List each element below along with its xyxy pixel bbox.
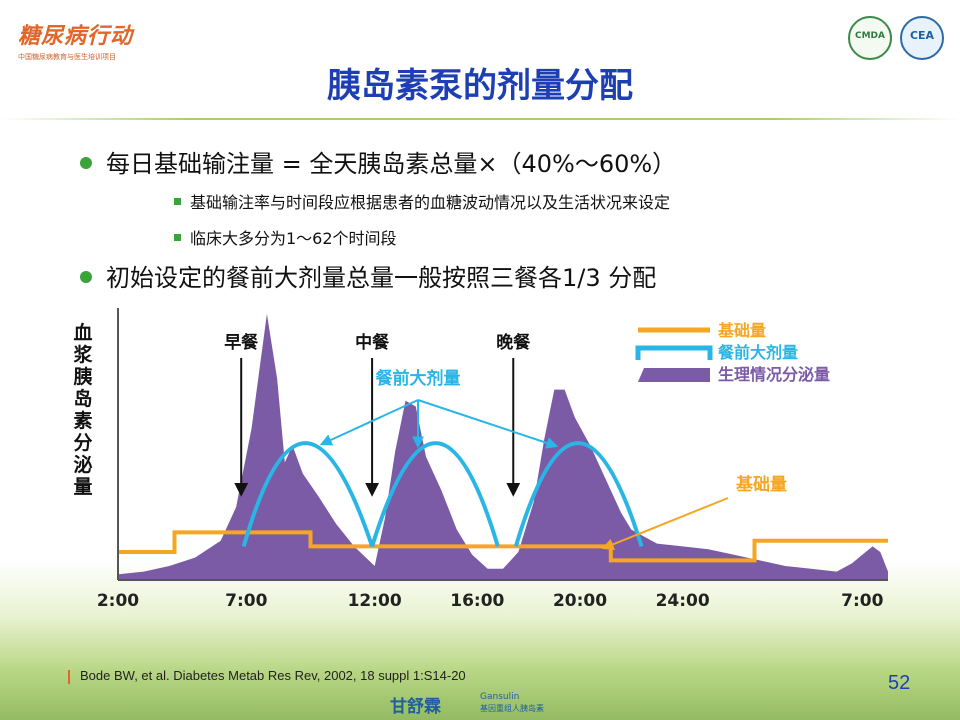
meal-label: 中餐 (355, 332, 390, 353)
basal-annotation: 基础量 (735, 474, 787, 495)
bullet-item: 每日基础输注量 = 全天胰岛素总量×（40%～60%） (80, 144, 676, 179)
bolus-arc-1 (241, 441, 374, 548)
citation-text: Bode BW, et al. Diabetes Metab Res Rev, … (80, 668, 466, 683)
meal-label: 早餐 (224, 332, 259, 353)
basal-arrow (601, 497, 729, 550)
legend-label: 生理情况分泌量 (718, 365, 830, 384)
legend-label: 餐前大剂量 (717, 343, 798, 362)
physiological-area (118, 314, 888, 580)
x-tick-label: 7:00 (841, 591, 883, 611)
x-tick-label: 7:00 (225, 591, 267, 611)
sub-bullet-text: 基础输注率与时间段应根据患者的血糖波动情况以及生活状况来设定 (190, 193, 671, 212)
x-tick-label: 24:00 (656, 591, 710, 611)
bullet-text: 每日基础输注量 = 全天胰岛素总量×（40%～60%） (106, 150, 677, 178)
cmda-badge-icon: CMDA (848, 16, 892, 60)
bullet-item: 初始设定的餐前大剂量总量一般按照三餐各1/3 分配 (80, 258, 656, 293)
cea-badge-text: CEA (909, 29, 935, 42)
sub-bullet-item: 临床大多分为1～62个时间段 (174, 225, 397, 249)
brand-tagline: 基因重组人胰岛素 (480, 704, 544, 713)
sub-bullet-square-icon (174, 198, 181, 205)
legend-swatch-physiological (638, 368, 710, 382)
bolus-annotation: 餐前大剂量 (376, 368, 461, 389)
grass-background (0, 560, 960, 720)
cmda-badge-text: CMDA (855, 31, 885, 41)
campaign-logo: 糖尿病行动 中国糖尿病教育与医生培训项目 (18, 18, 148, 62)
bolus-arc-2 (370, 441, 500, 547)
bullet-dot-icon (80, 271, 92, 283)
header-divider (0, 118, 960, 120)
cea-badge-icon: CEA (900, 16, 944, 60)
x-tick-label: 16:00 (450, 591, 504, 611)
citation: Bode BW, et al. Diabetes Metab Res Rev, … (68, 668, 466, 684)
slide-title: 胰岛素泵的剂量分配 (327, 66, 633, 106)
bolus-arc-3 (513, 441, 644, 547)
bolus-arrow-1 (319, 399, 419, 446)
logo-text: 糖尿病行动 (18, 23, 134, 49)
sub-bullet-text: 临床大多分为1～62个时间段 (190, 229, 397, 248)
x-tick-label: 12:00 (348, 591, 402, 611)
meal-label: 晚餐 (496, 332, 531, 353)
logo-subtext: 中国糖尿病教育与医生培训项目 (18, 53, 116, 61)
x-tick-label: 20:00 (553, 591, 607, 611)
brand-logo: 甘舒霖 Gansulin 基因重组人胰岛素 (390, 692, 544, 717)
page-number: 52 (888, 672, 911, 694)
x-tick-label: 2:00 (97, 591, 139, 611)
brand-english: Gansulin (480, 692, 520, 702)
basal-line (118, 530, 888, 563)
chart-y-axis-label: 血浆胰岛素分泌量 (73, 322, 93, 498)
sub-bullet-square-icon (174, 234, 181, 241)
legend-swatch-bolus (635, 345, 713, 360)
bullet-dot-icon (80, 157, 92, 169)
sub-bullet-item: 基础输注率与时间段应根据患者的血糖波动情况以及生活状况来设定 (174, 189, 670, 213)
citation-bar (68, 669, 70, 684)
brand-name: 甘舒霖 (390, 697, 441, 717)
legend-label: 基础量 (717, 321, 766, 340)
bolus-arrow-3 (417, 399, 559, 449)
bullet-text: 初始设定的餐前大剂量总量一般按照三餐各1/3 分配 (106, 264, 657, 292)
